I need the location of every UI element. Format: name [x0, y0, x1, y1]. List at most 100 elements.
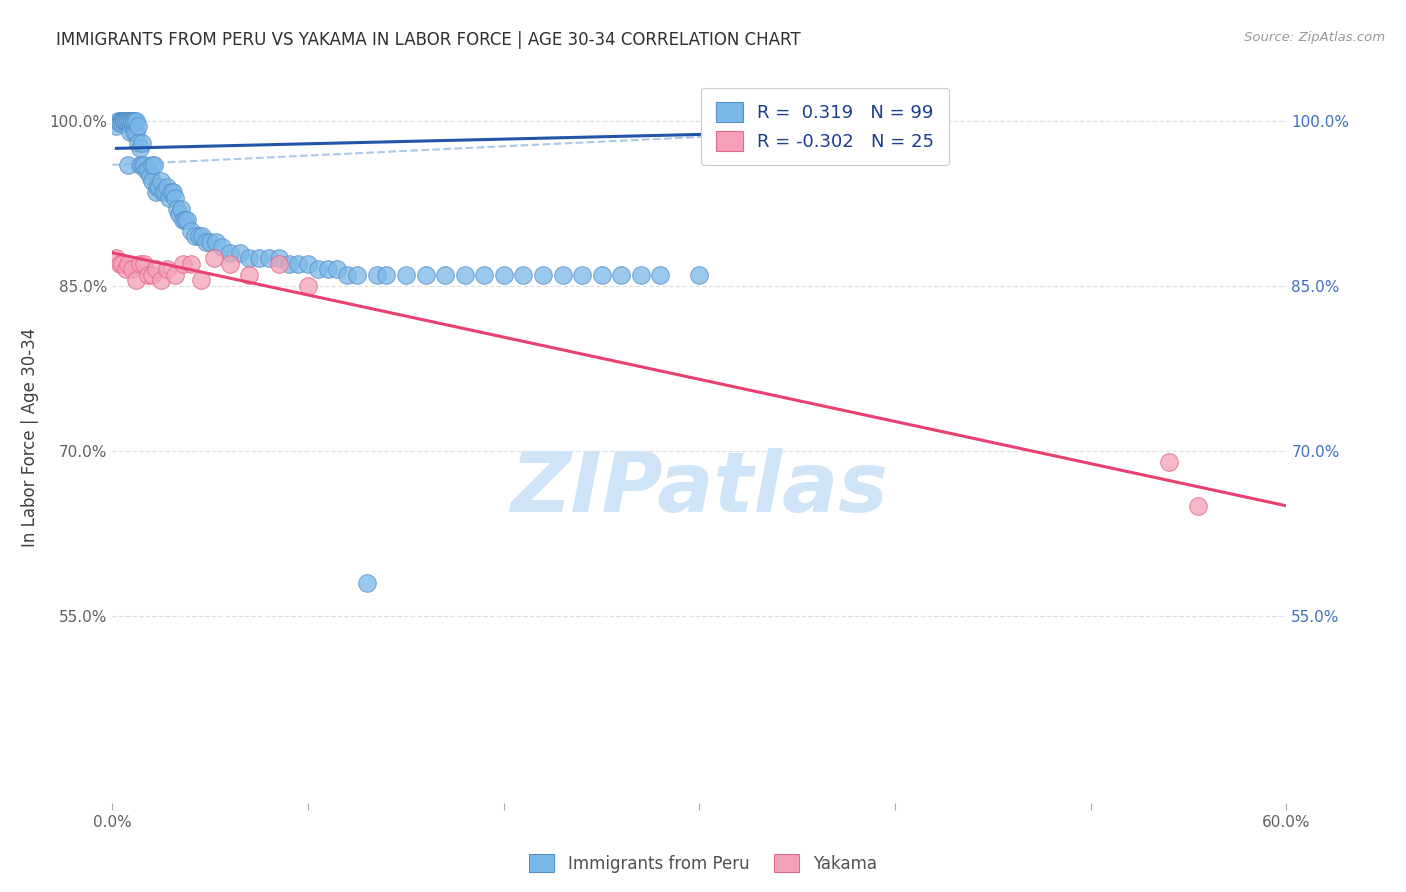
Point: [165, 191, 187, 205]
Point: [121, 113, 143, 128]
Point: [326, 262, 349, 277]
Point: [630, 268, 652, 282]
Point: [183, 229, 205, 244]
Point: [111, 257, 134, 271]
Point: [121, 113, 143, 128]
Point: [110, 116, 132, 130]
Point: [395, 268, 418, 282]
Point: [115, 113, 138, 128]
Point: [112, 113, 135, 128]
Point: [128, 257, 150, 271]
Point: [176, 212, 198, 227]
Point: [120, 113, 142, 128]
Point: [105, 252, 128, 266]
Point: [166, 202, 188, 216]
Point: [135, 163, 157, 178]
Point: [180, 257, 202, 271]
Point: [128, 141, 150, 155]
Point: [316, 262, 339, 277]
Point: [202, 252, 225, 266]
Point: [434, 268, 457, 282]
Point: [121, 116, 143, 130]
Point: [297, 278, 319, 293]
Point: [145, 262, 167, 277]
Point: [492, 268, 515, 282]
Point: [120, 125, 142, 139]
Point: [453, 268, 475, 282]
Point: [190, 273, 212, 287]
Point: [218, 245, 242, 260]
Point: [170, 202, 193, 216]
Point: [110, 257, 132, 271]
Point: [200, 235, 222, 249]
Y-axis label: In Labor Force | Age 30-34: In Labor Force | Age 30-34: [21, 327, 38, 547]
Point: [131, 158, 153, 172]
Point: [228, 245, 250, 260]
Point: [375, 268, 398, 282]
Point: [155, 186, 177, 200]
Point: [551, 268, 574, 282]
Point: [307, 262, 329, 277]
Point: [167, 207, 190, 221]
Point: [121, 262, 143, 277]
Point: [172, 212, 194, 227]
Point: [107, 113, 129, 128]
Point: [277, 257, 299, 271]
Point: [257, 252, 280, 266]
Point: [160, 186, 183, 200]
Point: [148, 179, 170, 194]
Point: [512, 268, 534, 282]
Point: [136, 163, 159, 178]
Point: [141, 268, 163, 282]
Point: [125, 113, 148, 128]
Point: [132, 158, 155, 172]
Point: [115, 262, 138, 277]
Point: [162, 186, 184, 200]
Point: [112, 113, 135, 128]
Point: [356, 575, 378, 590]
Point: [125, 125, 148, 139]
Point: [131, 136, 153, 150]
Point: [115, 113, 138, 128]
Point: [150, 174, 173, 188]
Point: [117, 257, 139, 271]
Point: [141, 158, 163, 172]
Point: [145, 186, 167, 200]
Point: [111, 116, 134, 130]
Point: [346, 268, 368, 282]
Point: [156, 179, 179, 194]
Point: [120, 113, 142, 128]
Point: [336, 268, 359, 282]
Point: [1159, 455, 1181, 469]
Point: [112, 113, 135, 128]
Point: [531, 268, 554, 282]
Point: [571, 268, 593, 282]
Point: [218, 257, 242, 271]
Point: [150, 273, 173, 287]
Point: [122, 113, 145, 128]
Point: [136, 268, 159, 282]
Point: [122, 113, 145, 128]
Point: [165, 268, 187, 282]
Point: [287, 257, 309, 271]
Legend: Immigrants from Peru, Yakama: Immigrants from Peru, Yakama: [523, 847, 883, 880]
Point: [187, 229, 209, 244]
Point: [122, 125, 145, 139]
Text: IMMIGRANTS FROM PERU VS YAKAMA IN LABOR FORCE | AGE 30-34 CORRELATION CHART: IMMIGRANTS FROM PERU VS YAKAMA IN LABOR …: [56, 31, 801, 49]
Point: [157, 191, 180, 205]
Point: [247, 252, 270, 266]
Point: [610, 268, 633, 282]
Point: [238, 252, 260, 266]
Text: ZIPatlas: ZIPatlas: [510, 448, 889, 529]
Point: [117, 113, 139, 128]
Point: [688, 268, 710, 282]
Point: [128, 158, 150, 172]
Point: [138, 169, 160, 183]
Point: [111, 113, 134, 128]
Text: Source: ZipAtlas.com: Source: ZipAtlas.com: [1244, 31, 1385, 45]
Point: [195, 235, 218, 249]
Point: [117, 158, 139, 172]
Point: [267, 257, 290, 271]
Point: [415, 268, 437, 282]
Point: [152, 186, 174, 200]
